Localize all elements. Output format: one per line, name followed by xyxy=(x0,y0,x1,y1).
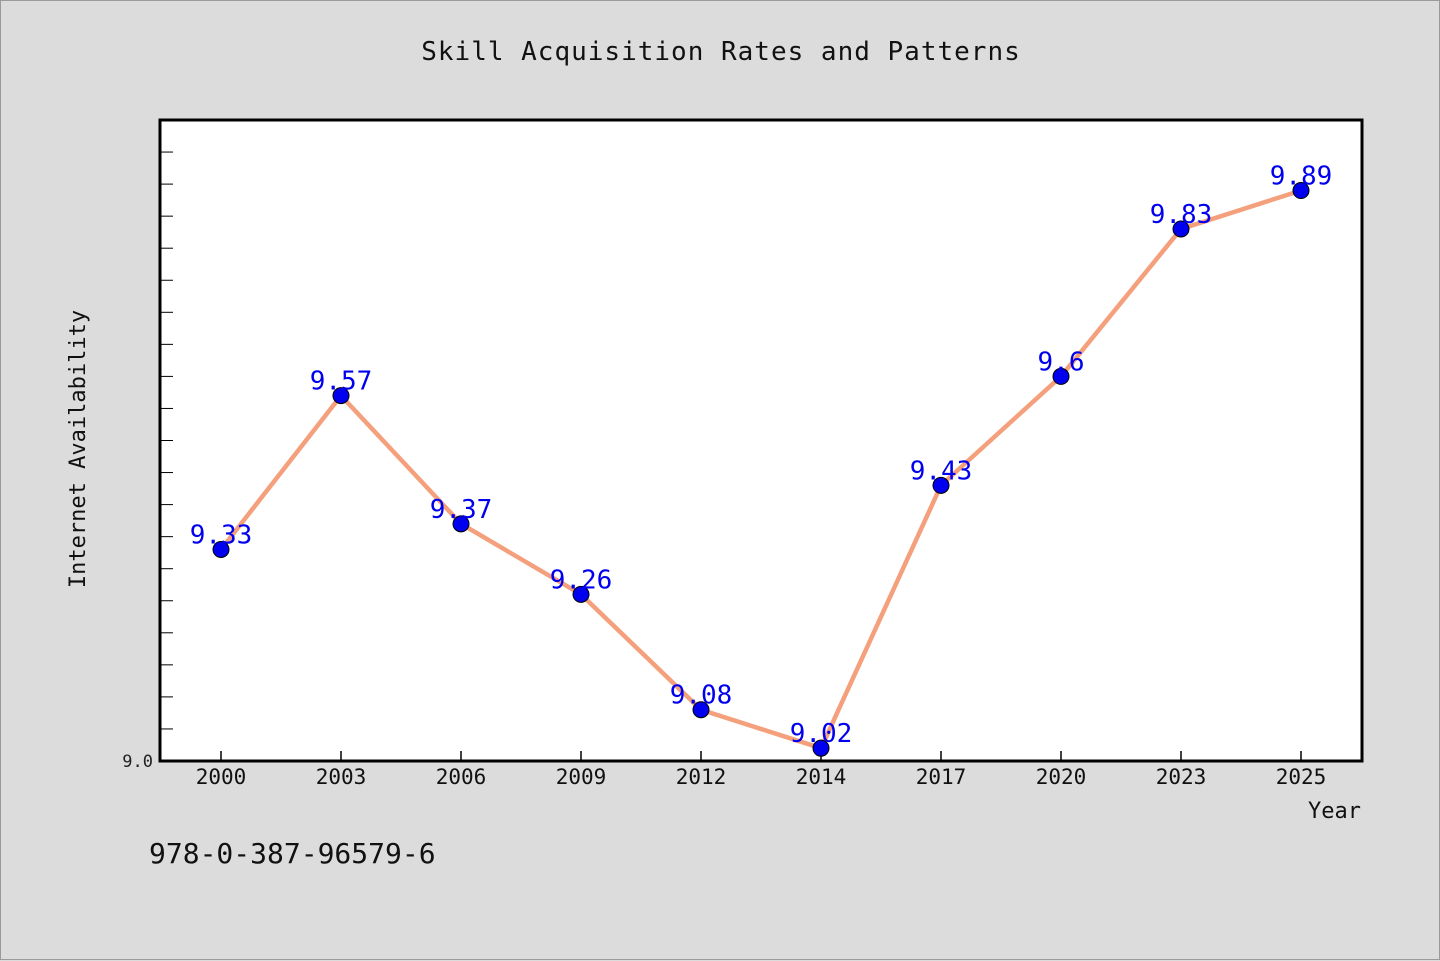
x-axis-label: Year xyxy=(1308,799,1361,824)
data-point xyxy=(1292,182,1310,200)
data-label-layer: 9.33 9.57 9.37 9.26 9.08 9.02 9.43 9.6 9.83 9.89 xyxy=(190,162,1333,750)
x-ticks: 2000 2003 2006 2009 2012 2014 2017 2020 2023 2025 xyxy=(196,751,1327,789)
data-label: 9.43 xyxy=(910,456,973,486)
data-label: 9.37 xyxy=(430,495,493,525)
data-point xyxy=(452,515,470,533)
x-tick-label: 2017 xyxy=(916,765,967,789)
x-tick-label: 2009 xyxy=(556,765,607,789)
isbn-annotation: 978-0-387-96579-6 xyxy=(149,837,436,870)
x-tick-label: 2014 xyxy=(796,765,847,789)
x-tick-label: 2023 xyxy=(1156,765,1207,789)
data-label: 9.6 xyxy=(1038,347,1085,377)
data-point xyxy=(332,387,350,405)
data-point xyxy=(692,701,710,719)
data-point xyxy=(1172,220,1190,238)
data-label: 9.33 xyxy=(190,520,253,550)
data-point xyxy=(932,476,950,494)
data-label: 9.08 xyxy=(670,681,733,711)
x-tick-label: 2025 xyxy=(1276,765,1327,789)
x-tick-label: 2020 xyxy=(1036,765,1087,789)
data-label: 9.57 xyxy=(310,367,373,397)
y-axis-label: Internet Availability xyxy=(66,310,91,588)
plot-area xyxy=(158,118,1364,763)
data-label: 9.02 xyxy=(790,719,853,749)
data-label: 9.26 xyxy=(550,565,613,595)
x-tick-label: 2012 xyxy=(676,765,727,789)
x-tick-label: 2006 xyxy=(436,765,487,789)
series-layer xyxy=(212,182,1310,757)
data-point xyxy=(572,585,590,603)
x-tick-label: 2000 xyxy=(196,765,247,789)
data-point xyxy=(212,540,230,558)
data-point xyxy=(1052,367,1070,385)
data-label: 9.89 xyxy=(1270,162,1333,192)
series-line xyxy=(218,188,1304,751)
y-minor-ticks xyxy=(160,151,173,730)
chart-title: Skill Acquisition Rates and Patterns xyxy=(421,37,1021,67)
x-tick-label: 2003 xyxy=(316,765,367,789)
data-label: 9.83 xyxy=(1150,200,1213,230)
y-tick-label: 9.0 xyxy=(122,752,153,772)
data-point xyxy=(812,739,830,757)
